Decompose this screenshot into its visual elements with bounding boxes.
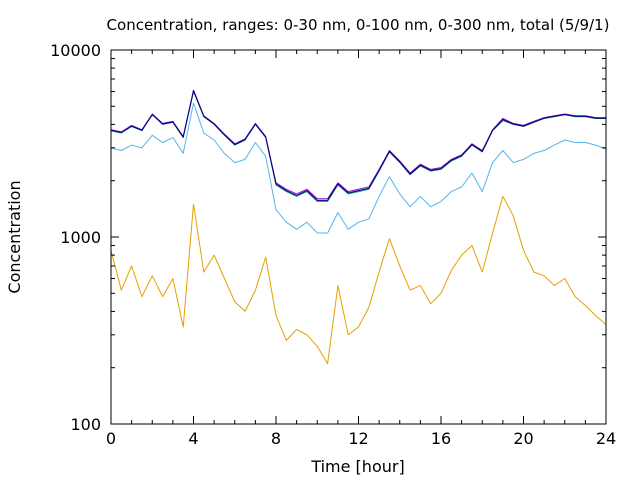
x-tick-label: 8 [271,429,281,448]
y-axis-label: Concentration [5,180,24,293]
x-tick-label: 4 [188,429,198,448]
x-tick-label: 24 [596,429,616,448]
series-line-3 [110,91,606,202]
y-tick-label: 1000 [60,228,101,247]
series-line-1 [110,195,607,365]
y-tick-label: 100 [70,415,101,434]
tick-layer: 0 4 8 12 16 20 24 100 1000 10000 [50,41,616,448]
x-tick-label: 20 [513,429,533,448]
x-axis-label: Time [hour] [310,457,404,476]
series-line-2 [110,102,607,234]
series-layer [110,89,607,365]
x-tick-label: 0 [106,429,116,448]
series-line-5 [110,90,606,201]
x-tick-label: 12 [348,429,368,448]
plot-frame [110,49,607,425]
series-line-4 [110,89,606,200]
chart-title: Concentration, ranges: 0-30 nm, 0-100 nm… [107,16,610,34]
y-tick-label: 10000 [50,41,101,60]
x-tick-label: 16 [431,429,451,448]
